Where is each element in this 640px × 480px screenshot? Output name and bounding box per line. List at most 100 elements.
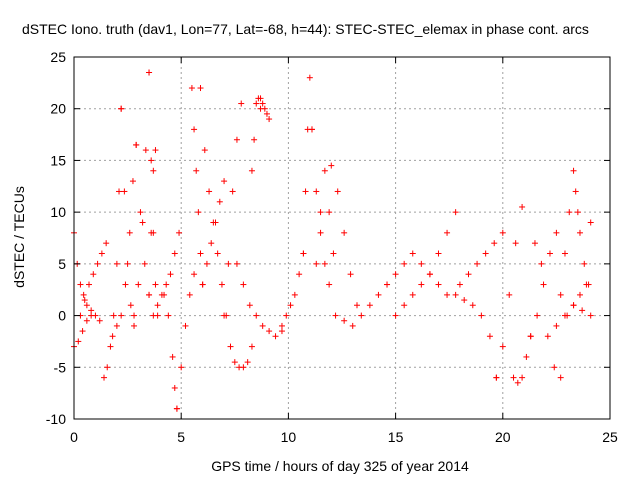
- data-point-plus: [579, 307, 586, 314]
- data-point-plus: [261, 105, 268, 112]
- data-point-plus: [409, 250, 416, 257]
- plot-frame: [73, 56, 611, 420]
- data-point-plus: [461, 297, 468, 304]
- data-point-plus: [519, 374, 526, 381]
- data-point-plus: [287, 302, 294, 309]
- data-point-plus: [135, 281, 142, 288]
- data-point-plus: [534, 312, 541, 319]
- x-tick-label: 15: [388, 429, 404, 445]
- data-point-plus: [334, 188, 341, 195]
- data-point-plus: [330, 250, 337, 257]
- data-point-plus: [212, 219, 219, 226]
- data-point-plus: [266, 328, 273, 335]
- data-point-plus: [553, 322, 560, 329]
- y-tick-label: -5: [54, 359, 67, 375]
- y-tick-label: -10: [46, 411, 66, 427]
- data-point-plus: [154, 312, 161, 319]
- data-point-plus: [173, 405, 180, 412]
- data-point-plus: [375, 291, 382, 298]
- data-point-plus: [259, 322, 266, 329]
- data-point-plus: [313, 260, 320, 267]
- data-point-plus: [142, 147, 149, 154]
- data-point-plus: [104, 364, 111, 371]
- data-point-plus: [127, 302, 134, 309]
- data-point-plus: [519, 203, 526, 210]
- data-point-plus: [512, 240, 519, 247]
- data-point-plus: [469, 302, 476, 309]
- data-point-plus: [347, 271, 354, 278]
- data-point-plus: [300, 250, 307, 257]
- data-point-plus: [499, 229, 506, 236]
- data-point-plus: [221, 312, 228, 319]
- data-point-plus: [306, 74, 313, 81]
- data-point-plus: [259, 100, 266, 107]
- data-point-plus: [531, 240, 538, 247]
- data-point-plus: [188, 85, 195, 92]
- data-point-plus: [129, 178, 136, 185]
- data-point-plus: [83, 302, 90, 309]
- data-point-plus: [146, 291, 153, 298]
- data-point-plus: [113, 260, 120, 267]
- data-marks: [71, 69, 594, 412]
- data-point-plus: [296, 271, 303, 278]
- data-point-plus: [321, 167, 328, 174]
- data-point-plus: [77, 281, 84, 288]
- data-point-plus: [191, 126, 198, 133]
- data-point-plus: [118, 105, 125, 112]
- data-point-plus: [308, 126, 315, 133]
- data-point-plus: [392, 312, 399, 319]
- data-point-plus: [137, 209, 144, 216]
- data-point-plus: [426, 271, 433, 278]
- data-point-plus: [171, 384, 178, 391]
- data-point-plus: [75, 338, 82, 345]
- data-point-plus: [444, 291, 451, 298]
- data-point-plus: [587, 219, 594, 226]
- data-point-plus: [482, 250, 489, 257]
- data-point-plus: [587, 312, 594, 319]
- data-point-plus: [574, 209, 581, 216]
- data-point-plus: [96, 317, 103, 324]
- data-point-plus: [302, 188, 309, 195]
- y-tick-label: 10: [50, 204, 66, 220]
- data-point-plus: [154, 302, 161, 309]
- data-point-plus: [478, 312, 485, 319]
- data-point-plus: [546, 250, 553, 257]
- data-point-plus: [452, 209, 459, 216]
- data-point-plus: [178, 364, 185, 371]
- y-tick-label: 15: [50, 152, 66, 168]
- data-point-plus: [113, 322, 120, 329]
- data-point-plus: [326, 209, 333, 216]
- data-point-plus: [251, 136, 258, 143]
- data-point-plus: [326, 281, 333, 288]
- data-point-plus: [218, 281, 225, 288]
- data-point-plus: [163, 281, 170, 288]
- data-point-plus: [452, 291, 459, 298]
- data-point-plus: [167, 271, 174, 278]
- data-point-plus: [538, 260, 545, 267]
- data-point-plus: [240, 364, 247, 371]
- data-point-plus: [465, 271, 472, 278]
- data-point-plus: [456, 281, 463, 288]
- data-point-plus: [216, 198, 223, 205]
- data-point-plus: [527, 333, 534, 340]
- data-point-plus: [266, 116, 273, 123]
- data-point-plus: [231, 359, 238, 366]
- data-point-plus: [581, 260, 588, 267]
- data-point-plus: [491, 240, 498, 247]
- data-point-plus: [409, 291, 416, 298]
- data-point-plus: [317, 209, 324, 216]
- data-point-plus: [148, 229, 155, 236]
- data-point-plus: [349, 322, 356, 329]
- data-point-plus: [116, 188, 123, 195]
- data-point-plus: [576, 229, 583, 236]
- data-point-plus: [444, 229, 451, 236]
- data-point-plus: [272, 333, 279, 340]
- x-tick-label: 10: [281, 429, 297, 445]
- data-point-plus: [341, 317, 348, 324]
- chart-title: dSTEC Iono. truth (dav1, Lon=77, Lat=-68…: [22, 21, 589, 37]
- data-point-plus: [121, 188, 128, 195]
- data-point-plus: [81, 297, 88, 304]
- data-point-plus: [193, 167, 200, 174]
- data-point-plus: [240, 281, 247, 288]
